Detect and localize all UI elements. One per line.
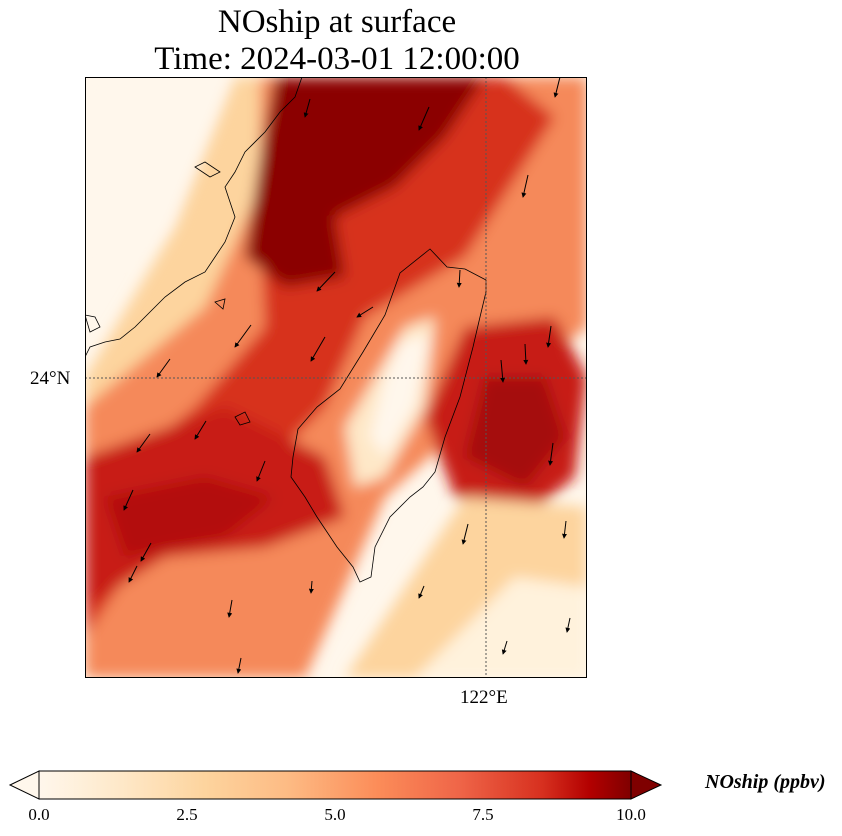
wind-arrow <box>156 358 171 378</box>
field-taiwan-core <box>370 335 430 457</box>
wind-arrow <box>303 98 311 118</box>
wind-arrow <box>308 580 314 594</box>
wind-arrow <box>523 343 529 365</box>
longitude-label: 122°E <box>460 687 508 708</box>
field-fade-southeast <box>415 577 587 678</box>
colorbar-tick: 0.0 <box>28 805 50 824</box>
coastlines <box>85 77 487 583</box>
wind-arrow <box>136 433 151 453</box>
field-plume-north <box>245 77 485 287</box>
wind-arrow <box>236 657 242 674</box>
wind-arrow <box>316 271 336 292</box>
map-border <box>85 77 587 678</box>
colorbar <box>8 770 663 800</box>
wind-arrow <box>418 585 425 599</box>
wind-arrow <box>256 460 266 482</box>
colorbar-tick: 10.0 <box>616 805 646 824</box>
wind-arrow <box>418 106 430 131</box>
colorbar-extend-max <box>630 770 663 800</box>
map-timestamp: Time: 2024-03-01 12:00:00 <box>154 41 520 77</box>
wind-arrow <box>461 523 469 545</box>
gridlines <box>85 77 587 678</box>
wind-arrow <box>548 442 554 466</box>
colorbar-tick: 5.0 <box>324 805 346 824</box>
wind-arrow <box>521 174 529 198</box>
wind-arrow <box>546 325 552 348</box>
field-region-east-core <box>465 377 565 487</box>
colorbar-label: NOship (ppbv) <box>705 771 826 793</box>
map-title: NOship at surface <box>217 4 457 40</box>
wind-arrow <box>140 542 152 562</box>
colorbar-gradient <box>38 770 632 800</box>
coastline-china <box>85 77 303 358</box>
field-fade-northwest <box>85 77 225 277</box>
wind-arrow <box>553 77 561 98</box>
wind-arrow <box>310 336 326 362</box>
wind-arrow <box>227 599 233 618</box>
wind-arrow <box>456 269 462 288</box>
coastline-taiwan <box>290 248 487 583</box>
colorbar-tick: 7.5 <box>472 805 494 824</box>
wind-arrow <box>565 617 571 633</box>
wind-arrow <box>500 359 506 383</box>
wind-arrow <box>356 306 374 318</box>
wind-arrow <box>123 489 134 511</box>
wind-arrow <box>194 420 207 440</box>
wind-arrow <box>501 640 508 655</box>
wind-arrow <box>562 520 567 539</box>
wind-arrow <box>128 565 138 583</box>
concentration-field <box>85 77 587 678</box>
colorbar-tick: 2.5 <box>176 805 198 824</box>
map-panel <box>85 77 587 678</box>
field-region-southwest-core <box>105 477 275 557</box>
wind-arrow <box>234 324 252 348</box>
coastline-islands <box>85 161 251 426</box>
colorbar-extend-min <box>8 770 40 800</box>
latitude-label: 24°N <box>30 368 71 389</box>
wind-vectors <box>123 77 571 674</box>
